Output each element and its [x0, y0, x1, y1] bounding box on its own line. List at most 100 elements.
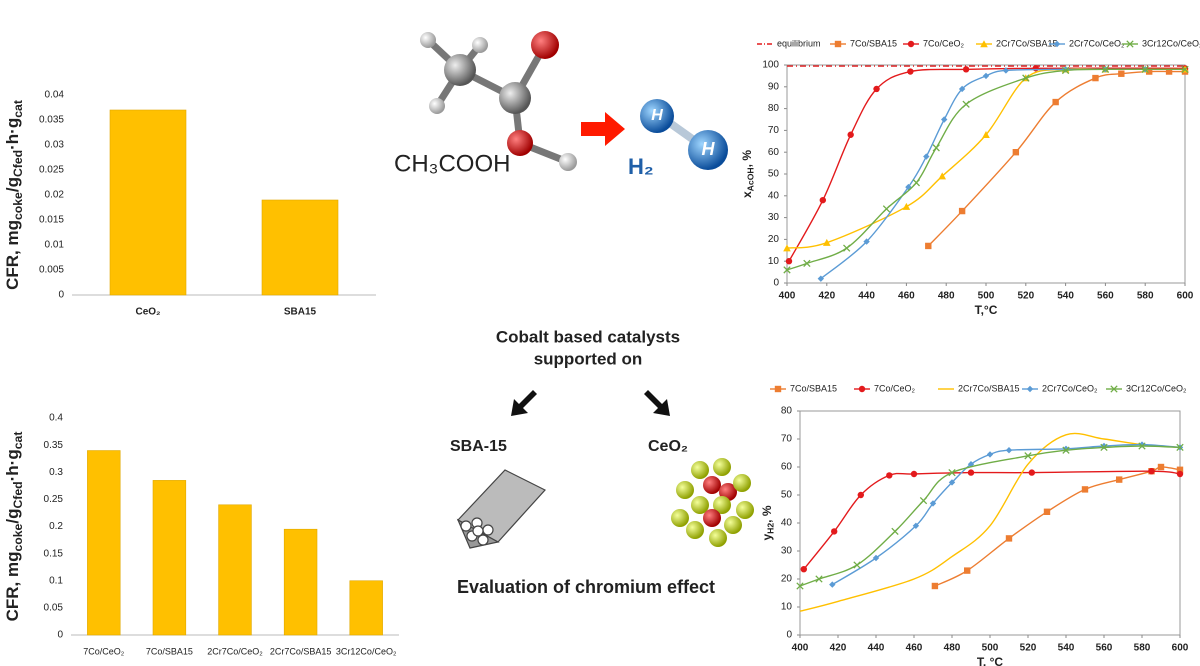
y-axis-label-part: AcOH	[746, 167, 756, 191]
legend-label: 3Cr12Co/CeO₂	[1142, 38, 1200, 48]
y-tick-label: 40	[781, 518, 793, 529]
bar	[87, 450, 121, 636]
x-tick-label: 440	[858, 291, 875, 302]
marker	[1024, 452, 1032, 460]
x-tick-label: 460	[898, 291, 915, 302]
marker	[1157, 463, 1165, 471]
y-tick-label: 100	[762, 60, 779, 71]
reactant-label: CH₃COOH	[394, 150, 510, 177]
marker	[873, 85, 880, 93]
marker	[829, 581, 836, 588]
legend-label: 2Cr7Co/CeO₂	[1069, 38, 1125, 48]
marker	[1100, 443, 1108, 452]
marker	[819, 196, 827, 204]
marker	[891, 527, 899, 536]
series-line	[927, 70, 1185, 247]
marker	[785, 258, 793, 265]
marker	[1145, 68, 1153, 75]
arrow	[511, 390, 537, 416]
marker	[925, 242, 932, 250]
marker	[967, 469, 975, 476]
marker	[1101, 65, 1110, 74]
marker	[1118, 70, 1125, 77]
marker	[1176, 466, 1184, 473]
marker	[941, 116, 948, 123]
x-tick-label: 560	[1097, 291, 1114, 302]
x-tick-label: 520	[1020, 643, 1037, 654]
marker	[1176, 470, 1184, 478]
y-tick-label: 30	[768, 212, 780, 223]
y-axis-label-part: ·h·g	[3, 449, 22, 481]
y-tick-label: 0.25	[44, 494, 64, 505]
marker	[1138, 442, 1146, 450]
marker	[1141, 65, 1149, 74]
y-axis-label-part: coke	[11, 192, 25, 220]
legend-label: 3Cr12Co/CeO₂	[1126, 383, 1187, 393]
x-tick-label: 3Cr12Co/CeO₂	[336, 646, 397, 656]
marker	[1026, 385, 1034, 393]
y-tick-label: 0.035	[39, 115, 64, 126]
marker	[962, 100, 970, 108]
x-tick-label: 420	[818, 291, 835, 302]
x-tick-label: 440	[868, 643, 885, 654]
marker	[815, 575, 823, 583]
y-axis-label-part: CFR, mg	[3, 552, 22, 622]
marker	[872, 554, 880, 562]
marker	[1165, 68, 1173, 75]
y-axis-label-part: cat	[11, 432, 25, 450]
atom-label: H	[651, 107, 663, 124]
marker	[962, 66, 970, 73]
x-tick-label: 560	[1096, 643, 1113, 654]
marker	[774, 385, 782, 393]
marker	[800, 566, 807, 573]
x-tick-label: 7Co/SBA15	[146, 646, 193, 656]
x-tick-label: CeO₂	[135, 307, 160, 318]
y-tick-label: 40	[768, 190, 780, 201]
marker	[1053, 40, 1061, 48]
x-tick-label: 600	[1172, 643, 1189, 654]
y-tick-label: 60	[781, 462, 793, 473]
y-axis-label-part: /g	[3, 509, 22, 524]
y-tick-label: 0.05	[44, 603, 64, 614]
y-axis-label-part: CFR, mg	[3, 220, 22, 290]
y-axis-label-part: /g	[3, 177, 22, 192]
series-line	[788, 67, 1186, 262]
marker	[847, 131, 854, 138]
plot-frame	[786, 64, 1186, 284]
x-tick-label: 460	[906, 643, 923, 654]
marker	[783, 244, 791, 252]
marker	[817, 275, 825, 282]
marker	[886, 472, 893, 479]
y-tick-label: 0.02	[45, 190, 65, 201]
legend-label: equilibrium	[777, 38, 821, 48]
y-tick-label: 20	[768, 234, 780, 245]
y-axis-label-part: cat	[11, 100, 25, 118]
y-tick-label: 80	[768, 103, 780, 114]
marker	[1005, 535, 1013, 542]
x-tick-label: 580	[1134, 643, 1151, 654]
y-tick-label: 20	[781, 574, 793, 585]
legend-label: 7Co/SBA15	[790, 383, 837, 393]
y-tick-label: 0.1	[49, 575, 63, 586]
marker	[1061, 66, 1070, 75]
hydrogen-molecule: H H	[640, 99, 728, 170]
marker	[931, 582, 939, 590]
x-tick-label: 480	[944, 643, 961, 654]
marker	[907, 68, 914, 75]
y-axis-label-part: ·h·g	[3, 118, 22, 150]
marker	[858, 385, 866, 393]
legend-label: 7Co/CeO₂	[874, 383, 916, 393]
x-tick-label: 480	[938, 291, 955, 302]
marker	[1110, 385, 1118, 393]
sba15-icon	[456, 469, 546, 549]
x-tick-label: 400	[779, 291, 796, 302]
y-tick-label: 0.025	[39, 165, 64, 176]
y-tick-label: 0	[58, 290, 64, 301]
marker	[1028, 469, 1036, 476]
x-tick-label: 400	[792, 643, 809, 654]
product-label: H₂	[628, 154, 654, 179]
marker	[929, 500, 937, 507]
y-tick-label: 60	[768, 147, 780, 158]
y-axis-label-part: Cfed	[11, 481, 25, 508]
y-tick-label: 0.015	[39, 215, 64, 226]
